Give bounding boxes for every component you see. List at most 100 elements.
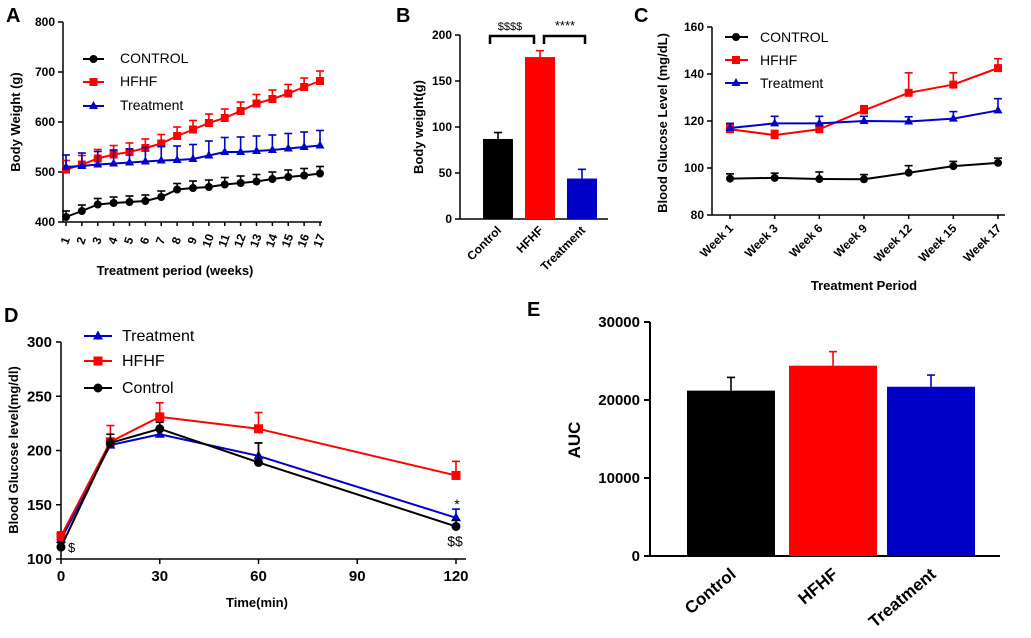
panel-b-bar-control — [483, 138, 513, 219]
panel-c-treatment-point — [904, 116, 914, 125]
panel-d-y-tick-label: 200 — [27, 443, 52, 460]
panel-label-e: E — [527, 299, 540, 321]
panel-a-treatment-point — [267, 145, 277, 153]
panel-a-x-tick-label: 16 — [295, 232, 313, 250]
panel-c-control-point — [770, 173, 779, 182]
panel-a-control-point — [284, 173, 293, 181]
panel-c-ylabel: Blood Glucose Level (mg/dL) — [655, 33, 670, 213]
panel-b-y-tick-label: 100 — [432, 120, 452, 134]
panel-b-annotation-stars: **** — [555, 18, 575, 33]
panel-a-control-point — [300, 171, 309, 180]
panel-a-x-tick-label: 8 — [169, 235, 185, 246]
panel-a-hfhf-point — [189, 125, 197, 134]
panel-c-y-tick-label: 100 — [684, 161, 704, 175]
panel-b-y-tick-label: 200 — [432, 28, 452, 42]
panel-c-legend-control: CONTROL — [760, 29, 829, 45]
panel-a-treatment-point — [61, 162, 71, 170]
panel-b-x-tick-label: Treatment — [538, 223, 588, 273]
panel-a-hfhf-point — [236, 107, 245, 115]
panel-a-treatment-point — [188, 154, 198, 162]
panel-a-hfhf-point — [268, 95, 277, 103]
panel-d-hfhf-point — [155, 412, 165, 422]
panel-c-x-tick-label: Week 12 — [871, 221, 915, 265]
panel-a-control-point — [189, 184, 197, 192]
panel-a-x-tick-label: 15 — [279, 232, 297, 250]
panel-d-x-tick-label: 30 — [151, 568, 168, 585]
panel-a-hfhf-point — [220, 114, 229, 122]
panel-c-x-tick-label: Week 17 — [960, 221, 1004, 265]
panel-e-y-tick-label: 0 — [632, 548, 640, 565]
panel-a-x-tick-label: 11 — [215, 232, 233, 249]
panel-e-bar-control — [687, 390, 775, 556]
panel-c-x-tick-label: Week 3 — [742, 221, 781, 260]
panel-c-control-point — [904, 168, 913, 177]
panel-a-y-tick-label: 500 — [35, 165, 55, 179]
panel-b-bar-treatment — [567, 178, 597, 219]
panel-a-treatment-point — [140, 156, 150, 165]
panel-b-x-tick-label: HFHF — [514, 223, 547, 256]
panel-e-bar-hfhf — [789, 365, 877, 556]
panel-d-ylabel: Blood Glucose level(mg/dl) — [6, 366, 21, 534]
panel-a-control-point — [93, 200, 102, 209]
panel-e-bar-treatment — [887, 386, 975, 556]
panel-a-control-line — [65, 172, 321, 218]
panel-d-control-point — [155, 424, 165, 434]
panel-a-hfhf-point — [300, 83, 309, 91]
panel-d-legend-treatment: Treatment — [122, 328, 195, 345]
panel-a-treatment-point — [93, 159, 103, 168]
panel-d-treatment-point — [451, 512, 461, 522]
panel-c-x-tick-label: Week 1 — [697, 221, 736, 260]
panel-d-y-tick-label: 150 — [27, 497, 52, 514]
panel-c-treatment-point — [814, 118, 824, 127]
panel-b-y-tick-label: 150 — [432, 74, 452, 88]
panel-a-y-tick-label: 400 — [35, 215, 55, 229]
panel-a-y-tick-label: 600 — [35, 115, 55, 129]
panel-c-control-point — [726, 174, 734, 183]
panel-a-y-tick-label: 700 — [35, 65, 55, 79]
panel-c-control-point — [994, 158, 1002, 167]
panel-a-treatment-point — [315, 140, 325, 149]
panel-a-control-point — [204, 183, 213, 191]
panel-a-hfhf-point — [204, 119, 213, 127]
panel-a-legend-control: CONTROL — [120, 50, 189, 66]
panel-d-annotation-double-dollar: $$ — [447, 533, 463, 549]
panel-d-control-point — [254, 457, 263, 467]
panel-b-x-tick-label: Control — [464, 223, 504, 263]
panel-a-treatment-point — [156, 155, 166, 164]
panel-c-hfhf-point — [904, 88, 913, 97]
panel-a-x-tick-label: 4 — [105, 235, 121, 246]
panel-a-x-tick-label: 17 — [310, 232, 328, 250]
panel-a-treatment-point — [220, 147, 230, 155]
panel-c-legend-hfhf-icon — [732, 56, 740, 64]
panel-a-legend-hfhf-icon — [89, 78, 98, 86]
panel-b-bracket-right — [542, 34, 587, 44]
panel-label-d: D — [4, 305, 18, 327]
panel-d-annotation-star: * — [454, 496, 460, 512]
panel-a-legend-control-icon — [89, 55, 98, 63]
panel-c-legend-treatment-icon — [731, 78, 741, 86]
panel-d-control-point — [56, 542, 66, 552]
panel-a-legend-treatment: Treatment — [120, 97, 183, 113]
panel-d-legend-hfhf: HFHF — [122, 353, 165, 370]
panel-a-control-point — [157, 193, 166, 201]
panel-a-control-point — [141, 197, 150, 205]
panel-label-b: B — [396, 5, 410, 27]
panel-a-treatment-point — [204, 150, 214, 159]
panel-label-a: A — [6, 5, 20, 27]
panel-b-y-tick-label: 50 — [439, 166, 453, 180]
panel-d-control-point — [105, 438, 115, 448]
panel-c-x-tick-label: Week 6 — [786, 221, 825, 260]
panel-a-x-tick-label: 12 — [231, 232, 249, 250]
panel-c-control-point — [949, 162, 958, 171]
panel-a-control-point — [62, 213, 70, 221]
panel-a-ylabel: Body Weight (g) — [8, 72, 23, 171]
panel-a-x-tick-label: 14 — [263, 232, 281, 250]
panel-a-hfhf-point — [316, 77, 324, 85]
panel-d-hfhf-line — [60, 415, 457, 537]
panel-a-x-tick-label: 6 — [137, 235, 153, 246]
panel-a-treatment-point — [283, 143, 293, 152]
panel-a-treatment-point — [172, 155, 182, 163]
panel-c-legend-control-icon — [732, 33, 740, 41]
panel-a-control-point — [77, 207, 86, 215]
